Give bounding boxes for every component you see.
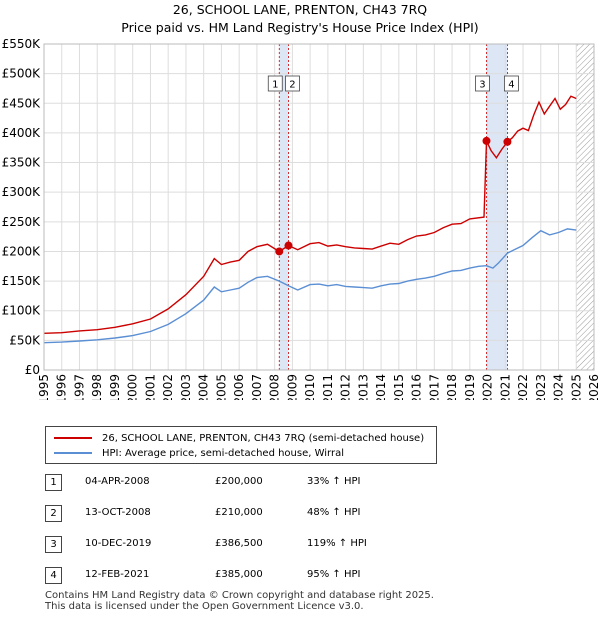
x-tick-label: 2015 [392,374,406,400]
legend-item-property: 26, SCHOOL LANE, PRENTON, CH43 7RQ (semi… [54,431,424,445]
legend-item-hpi: HPI: Average price, semi-detached house,… [54,446,344,460]
x-tick-label: 1996 [55,374,69,400]
plot-area [44,44,594,370]
x-tick-label: 1997 [72,374,86,400]
y-tick-label: £200K [2,244,42,258]
footer: Contains HM Land Registry data © Crown c… [45,590,434,612]
sale-number-label: 4 [508,80,514,91]
sale-number-label: 2 [289,80,295,91]
chart-title: 26, SCHOOL LANE, PRENTON, CH43 7RQ [172,2,428,17]
sale-point [284,241,293,250]
x-tick-label: 2020 [481,374,495,400]
x-tick-label: 2006 [232,374,246,400]
y-tick-label: £0 [25,363,40,377]
sale-number-box [285,75,300,92]
sale-date: 04-APR-2008 [85,476,150,487]
x-tick-label: 2024 [552,374,566,400]
y-tick-label: £400K [2,126,42,140]
sale-number-badge: 3 [45,536,62,553]
legend: 26, SCHOOL LANE, PRENTON, CH43 7RQ (semi… [45,426,437,464]
sale-hpi-change: 33% ↑ HPI [307,476,361,487]
y-tick-label: £450K [2,96,42,110]
sale-number-badge: 4 [45,567,62,584]
sale-row: 2 13-OCT-2008 £210,000 48% ↑ HPI [45,502,435,522]
footer-copyright: Contains HM Land Registry data © Crown c… [45,590,434,601]
sale-number-box [267,75,283,92]
x-tick-label: 2022 [516,374,530,400]
x-tick-label: 1995 [37,374,51,400]
legend-label-property: 26, SCHOOL LANE, PRENTON, CH43 7RQ (semi… [102,432,425,444]
y-tick-label: £500K [2,67,42,81]
sale-number-badge: 2 [45,505,62,522]
legend-swatch-property [54,437,92,439]
footer-licence: This data is licensed under the Open Gov… [45,601,364,612]
x-tick-label: 2003 [179,374,193,400]
x-tick-label: 2009 [285,374,299,400]
sale-price: £200,000 [215,476,263,487]
sale-point [482,136,491,145]
sale-hpi-change: 119% ↑ HPI [307,538,367,549]
chart-subtitle: Price paid vs. HM Land Registry's House … [121,20,479,35]
y-tick-label: £250K [2,215,42,229]
x-tick-label: 2021 [498,374,512,400]
property-price-line [44,95,577,334]
legend-swatch-hpi [54,452,92,454]
y-tick-label: £300K [2,185,42,199]
sale-row: 3 10-DEC-2019 £386,500 119% ↑ HPI [45,533,435,553]
sale-price: £385,000 [215,569,263,580]
x-tick-label: 2013 [356,374,370,400]
y-tick-label: £350K [2,156,42,170]
x-tick-label: 2002 [161,374,175,400]
y-tick-label: £150K [2,274,42,288]
x-tick-label: 2025 [569,374,583,400]
y-tick-label: £50K [9,333,41,347]
sale-price: £210,000 [215,507,263,518]
hpi-line [44,228,577,344]
x-tick-label: 1999 [108,374,122,400]
x-tick-label: 1998 [90,374,104,400]
x-tick-label: 2001 [143,374,157,400]
x-tick-label: 2023 [534,374,548,400]
sale-row: 1 04-APR-2008 £200,000 33% ↑ HPI [45,471,435,491]
x-tick-label: 2010 [303,374,317,400]
sale-number-badge: 1 [45,474,62,491]
sale-price: £386,500 [215,538,263,549]
plot-border [43,43,595,371]
x-tick-label: 2026 [587,374,600,400]
sale-number-box [504,75,519,92]
x-tick-label: 2014 [374,374,388,400]
sale-point [275,247,284,256]
legend-label-hpi: HPI: Average price, semi-detached house,… [102,447,345,459]
y-tick-label: £100K [2,304,42,318]
y-tick-label: £550K [2,37,42,51]
sale-band [279,44,289,370]
sale-number-label: 1 [272,80,278,91]
x-tick-label: 2018 [445,374,459,400]
sale-date: 10-DEC-2019 [85,538,152,549]
x-tick-label: 2019 [463,374,477,400]
x-tick-label: 2016 [410,374,424,400]
sale-hpi-change: 95% ↑ HPI [307,569,361,580]
x-tick-label: 2000 [126,374,140,400]
price-chart: £0 £50K £100K £150K £200K £250K £300K £350K £400… [2,37,600,400]
sale-band [486,44,508,370]
sale-row: 4 12-FEB-2021 £385,000 95% ↑ HPI [45,564,435,584]
x-tick-label: 2011 [321,374,335,400]
forecast-hatch [576,44,594,370]
x-tick-label: 2007 [250,374,264,400]
x-tick-label: 2017 [427,374,441,400]
sale-date: 12-FEB-2021 [85,569,150,580]
sale-number-box [475,75,490,92]
sale-hpi-change: 48% ↑ HPI [307,507,361,518]
sale-date: 13-OCT-2008 [85,507,151,518]
sale-number-label: 3 [479,80,485,91]
x-tick-label: 2005 [214,374,228,400]
x-tick-label: 2008 [268,374,282,400]
sale-point [503,137,512,146]
x-tick-label: 2004 [197,374,211,400]
x-tick-label: 2012 [339,374,353,400]
